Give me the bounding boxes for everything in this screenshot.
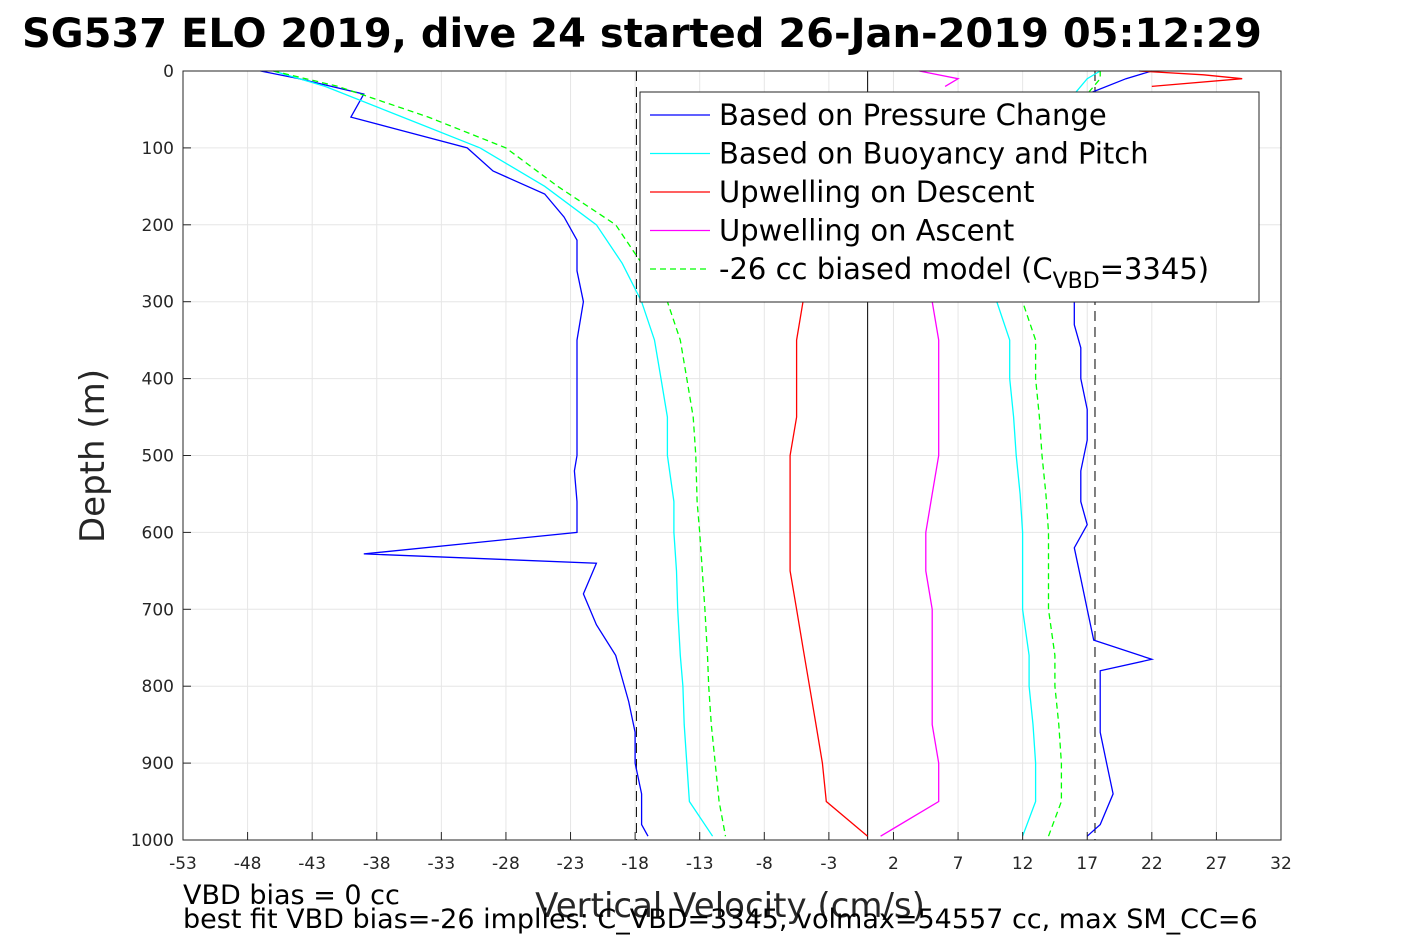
x-tick-label: -28 [492,854,520,874]
x-tick-label: 17 [1076,854,1098,874]
y-tick-label: 600 [142,523,174,543]
x-tick-label: -33 [427,854,455,874]
annotation-best-fit: best fit VBD bias=-26 implies: C_VBD=334… [183,904,1258,935]
y-tick-label: 0 [163,62,174,82]
legend-label-3: Upwelling on Ascent [719,214,1014,248]
y-tick-label: 800 [142,677,174,697]
series-3-branch-1 [919,70,960,87]
x-tick-label: 27 [1206,854,1228,874]
x-tick-label: -43 [298,854,326,874]
x-tick-label: 7 [953,854,964,874]
x-tick-label: 2 [888,854,899,874]
y-tick-label: 100 [142,139,174,159]
x-tick-label: 12 [1012,854,1034,874]
x-tick-label: -8 [756,854,773,874]
series-2-branch-1 [1138,70,1243,88]
y-tick-label: 200 [142,216,174,236]
x-tick-label: -13 [686,854,714,874]
y-tick-label: 700 [142,600,174,620]
annotation-vbd-bias: VBD bias = 0 cc [183,880,400,911]
y-tick-label: 1000 [131,831,174,851]
legend-label-0: Based on Pressure Change [719,98,1107,132]
legend-label-1: Based on Buoyancy and Pitch [719,137,1149,171]
y-tick-label: 400 [142,370,174,390]
series-3-branch-0 [880,301,940,837]
series-1-branch-0 [273,70,714,837]
x-tick-label: -48 [234,854,262,874]
y-tick-label: 500 [142,447,174,467]
x-tick-label: -23 [557,854,585,874]
legend-box [639,91,1260,303]
series-lines [260,70,1243,837]
legend-label-2: Upwelling on Descent [719,175,1035,209]
series-2-branch-0 [789,301,869,837]
chart-title: SG537 ELO 2019, dive 24 started 26-Jan-2… [22,11,1262,57]
x-tick-label: 22 [1141,854,1163,874]
y-ticks: 0 100 200 300 400 500 600 700 800 900 1000 [131,62,191,851]
series-0-branch-0 [260,70,649,837]
ylabel: Depth (m) [73,369,113,543]
y-tick-label: 900 [142,754,174,774]
xlabel: Vertical Velocity (cm/s) [535,886,925,926]
x-tick-label: -53 [169,854,197,874]
x-ticks: -53 -48 -43 -38 -33 -28 -23 -18 -13 -8 -3 2 7 12 17 22 2… [169,832,1292,874]
x-tick-label: -3 [820,854,837,874]
y-tick-label: 300 [142,293,174,313]
x-tick-label: -18 [621,854,649,874]
x-tick-label: 32 [1270,854,1292,874]
x-tick-label: -38 [363,854,391,874]
legend: Based on Pressure Change Based on Buoyanc… [639,91,1260,303]
